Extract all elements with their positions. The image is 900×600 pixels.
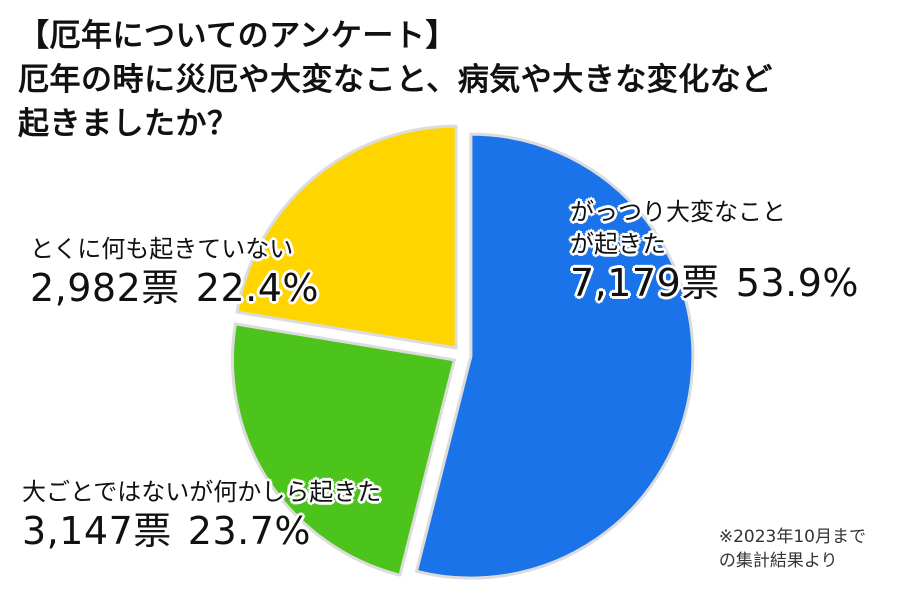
slice-label-name: 大ごとではないが何かしら起きた <box>22 478 382 506</box>
chart-title: 【厄年についてのアンケート】 厄年の時に災厄や大変なこと、病気や大きな変化など … <box>18 14 773 146</box>
source-note: ※2023年10月まで の集計結果より <box>719 525 866 573</box>
slice-label-nothing: とくに何も起きていない 2,982票 22.4% <box>30 233 319 311</box>
slice-figures: 3,147票 23.7% <box>22 508 381 554</box>
slice-figures: 7,179票 53.9% <box>570 260 859 306</box>
slice-percent: 22.4% <box>195 266 320 310</box>
slice-votes: 3,147票 <box>22 509 172 553</box>
title-line-1: 【厄年についてのアンケート】 <box>18 18 457 54</box>
slice-percent: 53.9% <box>735 261 860 305</box>
slice-label-minor-trouble: 大ごとではないが何かしら起きた 3,147票 23.7% <box>22 476 381 554</box>
title-line-3: 起きましたか？ <box>18 106 239 142</box>
slice-percent: 23.7% <box>187 509 312 553</box>
slice-label-name: とくに何も起きていない <box>30 235 294 263</box>
pie-slice-minor-trouble <box>230 322 456 577</box>
pie-slice-major-trouble <box>414 132 695 580</box>
slice-label-name: がっつり大変なこと <box>570 198 786 226</box>
slice-votes: 2,982票 <box>30 266 180 310</box>
title-line-2: 厄年の時に災厄や大変なこと、病気や大きな変化など <box>18 62 773 98</box>
slice-label-name-cont: が起きた <box>570 230 666 258</box>
source-note-line-1: ※2023年10月まで <box>718 527 866 547</box>
pie-slice-nothing <box>235 124 458 350</box>
slice-votes: 7,179票 <box>570 261 720 305</box>
source-note-line-2: の集計結果より <box>718 551 838 571</box>
pie-slices <box>230 124 695 580</box>
slice-label-major-trouble: がっつり大変なこと が起きた 7,179票 53.9% <box>570 196 859 306</box>
slice-figures: 2,982票 22.4% <box>30 265 319 311</box>
